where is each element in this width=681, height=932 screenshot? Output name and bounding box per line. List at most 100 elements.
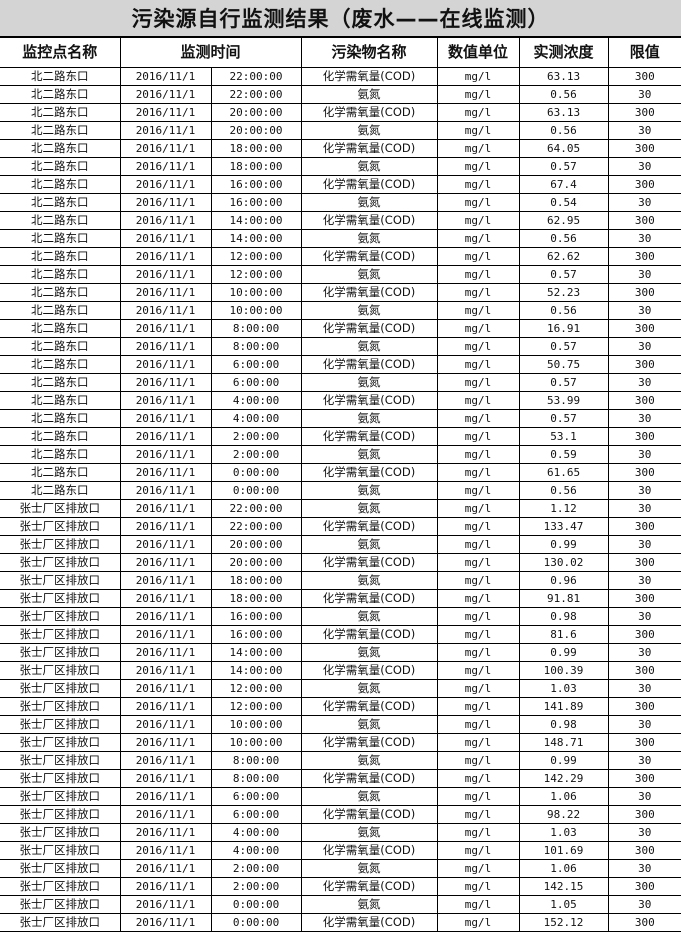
limit-cell: 300 xyxy=(607,211,681,230)
time-cell: 2:00:00 xyxy=(210,445,302,464)
pollutant-cell: 氨氮 xyxy=(300,157,438,176)
pollutant-cell: 化学需氧量(COD) xyxy=(300,283,438,302)
date-cell: 2016/11/1 xyxy=(119,535,212,554)
date-cell: 2016/11/1 xyxy=(119,787,212,806)
site-cell: 张士厂区排放口 xyxy=(0,859,121,878)
site-cell: 北二路东口 xyxy=(0,391,121,410)
unit-cell: mg/l xyxy=(436,373,520,392)
table-row: 张士厂区排放口 2016/11/1 22:00:00 氨氮 mg/l 1.12 30 xyxy=(0,499,681,518)
value-cell: 0.57 xyxy=(518,157,609,176)
time-cell: 6:00:00 xyxy=(210,787,302,806)
value-cell: 1.06 xyxy=(518,859,609,878)
site-cell: 张士厂区排放口 xyxy=(0,571,121,590)
pollutant-cell: 化学需氧量(COD) xyxy=(300,589,438,608)
time-cell: 4:00:00 xyxy=(210,409,302,428)
pollutant-cell: 氨氮 xyxy=(300,85,438,104)
time-cell: 14:00:00 xyxy=(210,229,302,248)
site-cell: 张士厂区排放口 xyxy=(0,679,121,698)
value-cell: 141.89 xyxy=(518,697,609,716)
pollutant-cell: 化学需氧量(COD) xyxy=(300,211,438,230)
time-cell: 2:00:00 xyxy=(210,859,302,878)
site-cell: 张士厂区排放口 xyxy=(0,607,121,626)
unit-cell: mg/l xyxy=(436,895,520,914)
limit-cell: 300 xyxy=(607,877,681,896)
pollutant-cell: 氨氮 xyxy=(300,787,438,806)
value-cell: 0.59 xyxy=(518,445,609,464)
time-cell: 2:00:00 xyxy=(210,427,302,446)
time-cell: 22:00:00 xyxy=(210,67,302,86)
unit-cell: mg/l xyxy=(436,229,520,248)
value-cell: 0.57 xyxy=(518,265,609,284)
page-title: 污染源自行监测结果（废水——在线监测） xyxy=(0,0,681,37)
limit-cell: 300 xyxy=(607,553,681,572)
pollutant-cell: 化学需氧量(COD) xyxy=(300,553,438,572)
time-cell: 12:00:00 xyxy=(210,247,302,266)
pollutant-cell: 化学需氧量(COD) xyxy=(300,175,438,194)
unit-cell: mg/l xyxy=(436,823,520,842)
pollutant-cell: 化学需氧量(COD) xyxy=(300,139,438,158)
table-row: 张士厂区排放口 2016/11/1 6:00:00 化学需氧量(COD) mg/l 98.… xyxy=(0,805,681,824)
unit-cell: mg/l xyxy=(436,247,520,266)
table-row: 北二路东口 2016/11/1 0:00:00 化学需氧量(COD) mg/l 61.65… xyxy=(0,463,681,482)
value-cell: 0.56 xyxy=(518,229,609,248)
unit-cell: mg/l xyxy=(436,643,520,662)
value-cell: 0.98 xyxy=(518,715,609,734)
site-cell: 北二路东口 xyxy=(0,373,121,392)
pollutant-cell: 氨氮 xyxy=(300,679,438,698)
pollutant-cell: 化学需氧量(COD) xyxy=(300,661,438,680)
pollutant-cell: 氨氮 xyxy=(300,193,438,212)
time-cell: 12:00:00 xyxy=(210,697,302,716)
table-row: 张士厂区排放口 2016/11/1 14:00:00 氨氮 mg/l 0.99 30 xyxy=(0,643,681,662)
date-cell: 2016/11/1 xyxy=(119,193,212,212)
limit-cell: 30 xyxy=(607,607,681,626)
unit-cell: mg/l xyxy=(436,355,520,374)
unit-cell: mg/l xyxy=(436,391,520,410)
value-cell: 62.95 xyxy=(518,211,609,230)
date-cell: 2016/11/1 xyxy=(119,571,212,590)
date-cell: 2016/11/1 xyxy=(119,913,212,932)
pollutant-cell: 化学需氧量(COD) xyxy=(300,67,438,86)
site-cell: 张士厂区排放口 xyxy=(0,643,121,662)
header-row: 监控点名称 监测时间 污染物名称 数值单位 实测浓度 限值 xyxy=(0,37,681,68)
table-row: 北二路东口 2016/11/1 18:00:00 氨氮 mg/l 0.57 30 xyxy=(0,157,681,176)
time-cell: 22:00:00 xyxy=(210,85,302,104)
site-cell: 北二路东口 xyxy=(0,301,121,320)
time-cell: 14:00:00 xyxy=(210,211,302,230)
table-row: 北二路东口 2016/11/1 6:00:00 化学需氧量(COD) mg/l 50.75… xyxy=(0,355,681,374)
value-cell: 1.12 xyxy=(518,499,609,518)
value-cell: 62.62 xyxy=(518,247,609,266)
date-cell: 2016/11/1 xyxy=(119,751,212,770)
site-cell: 北二路东口 xyxy=(0,463,121,482)
table-row: 北二路东口 2016/11/1 14:00:00 化学需氧量(COD) mg/l 62.9… xyxy=(0,211,681,230)
value-cell: 148.71 xyxy=(518,733,609,752)
site-cell: 北二路东口 xyxy=(0,427,121,446)
time-cell: 18:00:00 xyxy=(210,157,302,176)
site-cell: 张士厂区排放口 xyxy=(0,661,121,680)
limit-cell: 300 xyxy=(607,625,681,644)
unit-cell: mg/l xyxy=(436,661,520,680)
date-cell: 2016/11/1 xyxy=(119,481,212,500)
value-cell: 0.98 xyxy=(518,607,609,626)
time-cell: 2:00:00 xyxy=(210,877,302,896)
site-cell: 张士厂区排放口 xyxy=(0,877,121,896)
unit-cell: mg/l xyxy=(436,679,520,698)
unit-cell: mg/l xyxy=(436,625,520,644)
pollutant-cell: 氨氮 xyxy=(300,751,438,770)
time-cell: 0:00:00 xyxy=(210,895,302,914)
table-row: 张士厂区排放口 2016/11/1 16:00:00 化学需氧量(COD) mg/l 81… xyxy=(0,625,681,644)
site-cell: 北二路东口 xyxy=(0,103,121,122)
value-cell: 152.12 xyxy=(518,913,609,932)
value-cell: 0.56 xyxy=(518,481,609,500)
unit-cell: mg/l xyxy=(436,571,520,590)
date-cell: 2016/11/1 xyxy=(119,139,212,158)
limit-cell: 300 xyxy=(607,841,681,860)
limit-cell: 30 xyxy=(607,679,681,698)
limit-cell: 300 xyxy=(607,769,681,788)
pollutant-cell: 氨氮 xyxy=(300,823,438,842)
limit-cell: 300 xyxy=(607,247,681,266)
date-cell: 2016/11/1 xyxy=(119,373,212,392)
value-cell: 16.91 xyxy=(518,319,609,338)
limit-cell: 30 xyxy=(607,643,681,662)
date-cell: 2016/11/1 xyxy=(119,85,212,104)
value-cell: 61.65 xyxy=(518,463,609,482)
